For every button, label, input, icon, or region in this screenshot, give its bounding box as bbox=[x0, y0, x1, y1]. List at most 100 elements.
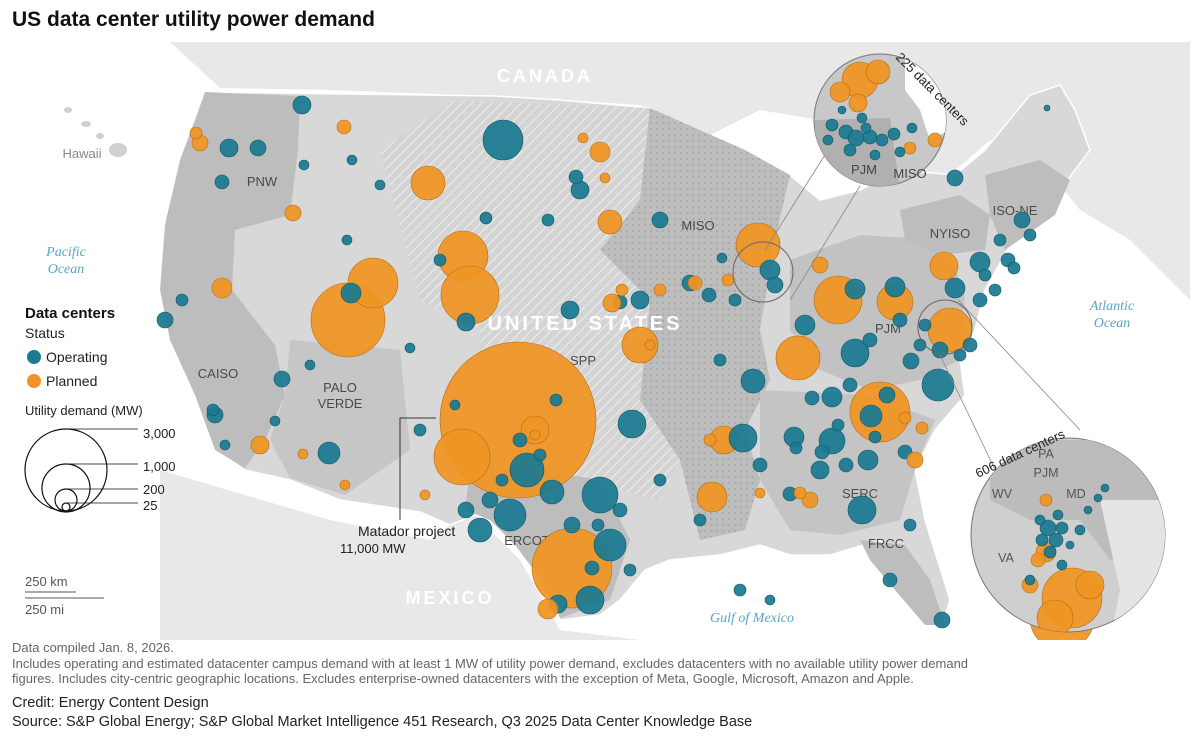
label-gulf-of-mexico: Gulf of Mexico bbox=[710, 611, 794, 626]
operating-marker bbox=[862, 332, 878, 348]
planned-marker bbox=[829, 81, 851, 103]
operating-marker bbox=[156, 311, 174, 329]
planned-marker bbox=[419, 489, 431, 501]
legend-size-label: Utility demand (MW) bbox=[25, 403, 143, 418]
operating-marker bbox=[651, 211, 669, 229]
inset-bottom-pjm: PJM bbox=[1034, 466, 1059, 480]
operating-marker bbox=[374, 179, 386, 191]
operating-marker bbox=[495, 473, 509, 487]
planned-marker bbox=[801, 491, 819, 509]
operating-marker bbox=[728, 293, 742, 307]
operating-marker bbox=[814, 444, 830, 460]
operating-marker bbox=[575, 585, 605, 615]
operating-marker bbox=[175, 293, 189, 307]
operating-marker bbox=[713, 353, 727, 367]
label-ercot: ERCOT bbox=[504, 533, 550, 548]
planned-marker bbox=[189, 126, 203, 140]
operating-marker bbox=[906, 122, 918, 134]
planned-marker bbox=[297, 448, 309, 460]
operating-marker bbox=[844, 278, 866, 300]
operating-marker bbox=[214, 174, 230, 190]
matador-annotation: Matador project 11,000 MW bbox=[340, 417, 455, 556]
operating-marker bbox=[560, 300, 580, 320]
region-frcc bbox=[860, 540, 945, 625]
operating-marker bbox=[482, 119, 524, 161]
label-caiso: CAISO bbox=[198, 366, 238, 381]
label-spp: SPP bbox=[570, 353, 596, 368]
operating-marker bbox=[533, 448, 547, 462]
label-palo: PALO bbox=[323, 380, 357, 395]
matador-value: 11,000 MW bbox=[340, 541, 406, 556]
planned-marker bbox=[589, 141, 611, 163]
planned-marker bbox=[721, 273, 735, 287]
region-isone bbox=[985, 160, 1070, 250]
planned-marker bbox=[597, 209, 623, 235]
footnote-compiled: Data compiled Jan. 8, 2026. bbox=[12, 640, 174, 655]
operating-marker bbox=[868, 430, 882, 444]
legend-operating-swatch bbox=[27, 350, 41, 364]
operating-marker bbox=[249, 139, 267, 157]
operating-marker bbox=[728, 423, 758, 453]
planned-marker bbox=[410, 165, 446, 201]
operating-marker bbox=[892, 312, 908, 328]
planned-marker bbox=[529, 429, 541, 441]
planned-marker bbox=[775, 335, 821, 381]
operating-marker bbox=[433, 253, 447, 267]
scale-bar: 250 km 250 mi bbox=[25, 574, 104, 617]
data-center-markers bbox=[156, 95, 1095, 640]
region-spp bbox=[380, 100, 680, 500]
planned-marker bbox=[250, 435, 270, 455]
operating-marker bbox=[479, 211, 493, 225]
planned-marker bbox=[703, 433, 717, 447]
operating-marker bbox=[1007, 261, 1021, 275]
operating-marker bbox=[902, 352, 920, 370]
operating-marker bbox=[843, 143, 857, 157]
footnotes: Data compiled Jan. 8, 2026. Includes ope… bbox=[12, 640, 1192, 687]
operating-marker bbox=[857, 449, 879, 471]
operating-marker bbox=[842, 377, 858, 393]
planned-marker bbox=[284, 204, 302, 222]
operating-marker bbox=[944, 277, 966, 299]
label-mexico: MEXICO bbox=[405, 588, 494, 608]
planned-marker bbox=[754, 487, 766, 499]
operating-marker bbox=[972, 292, 988, 308]
planned-marker bbox=[339, 479, 351, 491]
credit-line: Credit: Energy Content Design bbox=[12, 695, 209, 711]
operating-marker bbox=[878, 386, 896, 404]
planned-marker bbox=[1036, 599, 1074, 632]
operating-marker bbox=[617, 409, 647, 439]
hawaii bbox=[64, 107, 127, 157]
operating-marker bbox=[219, 439, 231, 451]
label-united-states: UNITED STATES bbox=[488, 313, 683, 335]
operating-marker bbox=[1093, 493, 1103, 503]
operating-marker bbox=[733, 583, 747, 597]
label-canada: CANADA bbox=[497, 66, 593, 86]
operating-marker bbox=[838, 457, 854, 473]
planned-marker bbox=[621, 326, 659, 364]
inset-bottom-md: MD bbox=[1066, 487, 1085, 501]
operating-marker bbox=[969, 251, 991, 273]
inset-bottom: PA PJM WV MD VA 606 data centers bbox=[917, 299, 1166, 633]
operating-marker bbox=[1043, 104, 1051, 112]
inset-bottom-wv: WV bbox=[992, 487, 1013, 501]
legend-status-label: Status bbox=[25, 325, 65, 341]
mexico-land bbox=[160, 470, 640, 640]
operating-marker bbox=[831, 418, 845, 432]
planned-marker bbox=[537, 598, 559, 620]
planned-marker bbox=[433, 428, 491, 486]
region-pjm bbox=[790, 235, 965, 390]
operating-marker bbox=[1065, 540, 1075, 550]
planned-marker bbox=[687, 275, 703, 291]
region-nyiso bbox=[900, 195, 990, 255]
operating-marker bbox=[1055, 521, 1069, 535]
operating-marker bbox=[933, 611, 951, 629]
operating-marker bbox=[467, 517, 493, 543]
legend-planned-swatch bbox=[27, 374, 41, 388]
operating-marker bbox=[509, 452, 545, 488]
operating-marker bbox=[340, 282, 362, 304]
operating-marker bbox=[541, 213, 555, 227]
operating-marker bbox=[847, 495, 877, 525]
planned-marker bbox=[577, 132, 589, 144]
operating-marker bbox=[847, 129, 865, 147]
operating-marker bbox=[1052, 509, 1064, 521]
